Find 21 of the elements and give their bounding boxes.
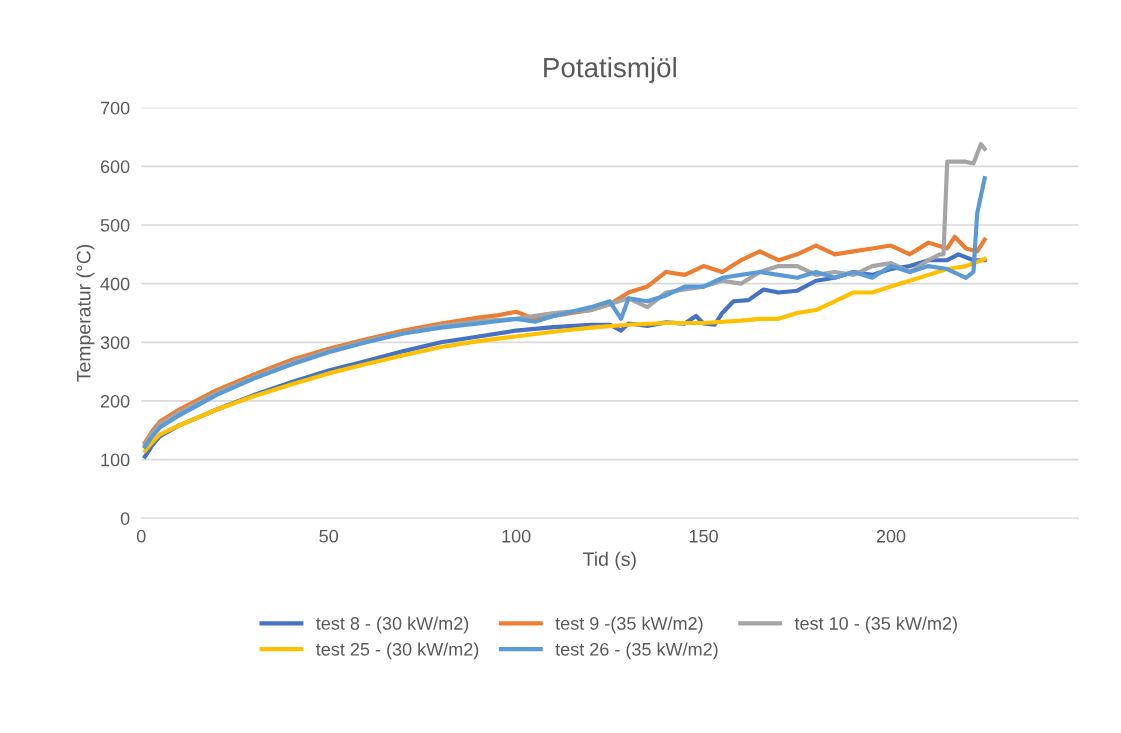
legend-label: test 8 - (30 kW/m2)	[316, 616, 469, 634]
legend-label: test 25 - (30 kW/m2)	[316, 642, 479, 660]
y-tick-label: 100	[101, 453, 130, 467]
y-tick-label: 200	[100, 394, 130, 408]
x-axis-title: Tid (s)	[583, 551, 636, 570]
y-tick-label: 0	[120, 512, 130, 525]
y-axis-title: Temperatur (°C)	[76, 244, 95, 382]
legend-label: test 10 - (35 kW/m2)	[794, 616, 957, 634]
y-tick-label: 300	[100, 336, 130, 350]
x-tick-label: 200	[876, 529, 906, 543]
y-tick-label: 600	[100, 160, 130, 174]
y-tick-label: 400	[100, 277, 130, 291]
y-tick-label: 500	[100, 218, 130, 232]
legend-label: test 26 - (35 kW/m2)	[555, 642, 718, 660]
x-tick-label: 150	[689, 529, 718, 543]
chart-title: Potatismjöl	[544, 57, 676, 83]
x-tick-label: 100	[502, 529, 531, 543]
x-tick-label: 0	[136, 529, 146, 543]
y-tick-label: 700	[100, 101, 130, 115]
legend-label: test 9 -(35 kW/m2)	[555, 616, 703, 634]
x-tick-label: 50	[319, 529, 339, 543]
